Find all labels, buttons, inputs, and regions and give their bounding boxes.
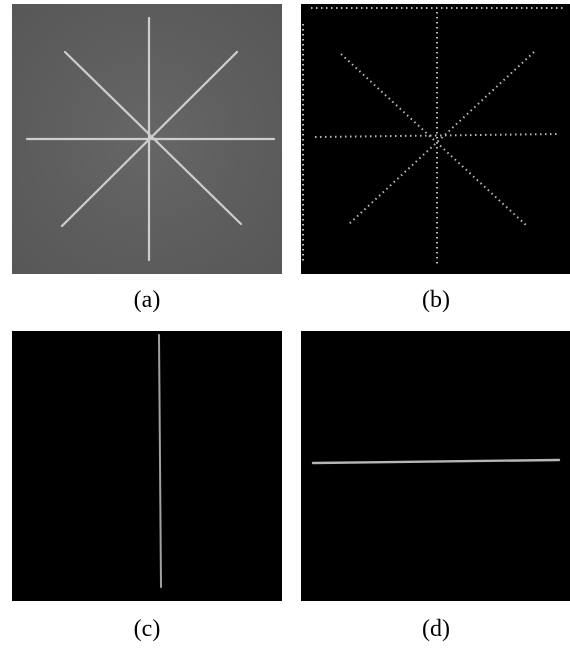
caption-a: (a) [133,287,161,313]
panel-c-background [12,331,282,601]
caption-b: (b) [422,287,450,313]
caption-c: (c) [133,616,161,642]
panel-b-horizontal-line [314,133,560,138]
caption-d: (d) [422,616,450,642]
panel-a-star-pattern [12,4,282,274]
panel-c-vertical-line [158,334,162,588]
panel-b-diagonal-line [348,51,535,225]
panel-d-background [301,331,570,601]
panel-d-image [301,331,570,601]
panel-b-star-pattern [301,4,570,274]
panel-a-diagonal-line [60,50,239,228]
panel-b-diagonal-line [340,53,528,227]
panel-b-background [301,4,570,274]
panel-c-image [12,331,282,601]
panel-d-horizontal-pattern [301,331,570,601]
panel-c-vertical-pattern [12,331,282,601]
panel-a-image [12,4,282,274]
panel-a-diagonal-line [63,50,243,226]
panel-d-horizontal-line [311,458,561,465]
panel-b-image [301,4,570,274]
